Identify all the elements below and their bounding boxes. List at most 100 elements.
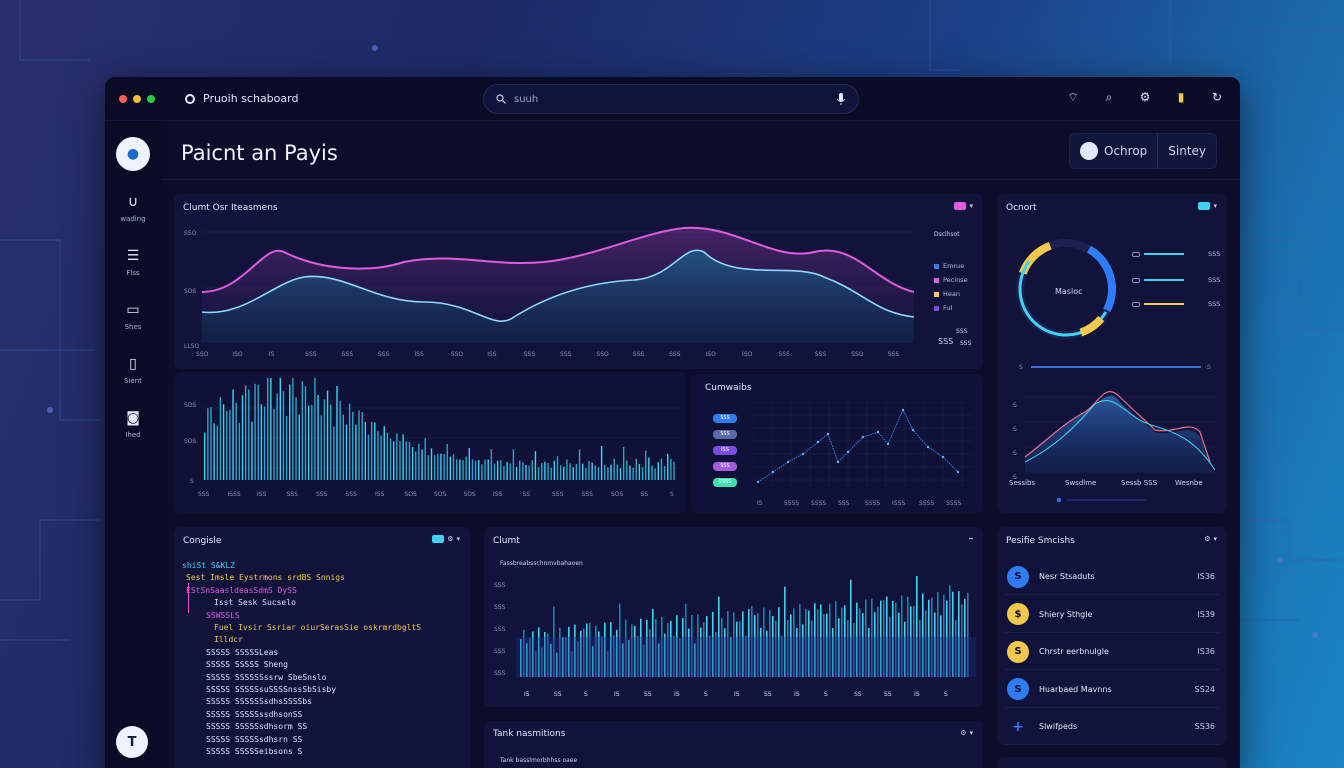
bar <box>232 389 234 480</box>
legend-label: Emrue <box>943 262 965 270</box>
search-icon <box>496 94 506 104</box>
bar <box>244 385 247 480</box>
bar <box>273 408 275 480</box>
console-line: Sest Imsle Eystrmons srdBS Snnigs <box>186 573 345 583</box>
sidebar-item-files[interactable]: ☰ Flss <box>105 249 161 277</box>
app-title: Pruoih schaboard <box>185 92 298 105</box>
user-avatar[interactable]: ● <box>116 137 150 171</box>
sidebar-item-wading[interactable]: ∪ wading <box>105 195 161 223</box>
bar <box>610 622 612 677</box>
bar <box>910 606 912 677</box>
user-avatar-bottom[interactable]: T <box>116 726 148 758</box>
bar <box>222 404 225 480</box>
y-tick: SSS <box>494 582 506 589</box>
bar <box>500 460 502 480</box>
panel-controls[interactable]: ⚙ ▾ <box>960 729 973 737</box>
bar <box>380 435 382 480</box>
x-tick: IS <box>268 351 275 358</box>
y-tick: S <box>1013 474 1017 481</box>
x-tick: SSSS <box>946 500 962 507</box>
bar <box>433 455 436 480</box>
scroll-indicator[interactable] <box>1067 499 1147 501</box>
bar <box>952 591 954 677</box>
bar <box>907 596 909 677</box>
settings-icon[interactable]: ⚙ <box>1139 90 1151 104</box>
x-tick: SS <box>554 691 562 698</box>
pager-dot[interactable] <box>1057 498 1061 502</box>
notification-icon[interactable]: ▮ <box>1177 90 1185 104</box>
signal-icon[interactable]: ⌔ <box>1067 90 1079 104</box>
bar <box>402 434 404 480</box>
bar <box>613 635 615 677</box>
bar <box>928 599 930 677</box>
tag-pill[interactable]: SSS <box>713 414 737 423</box>
panel-controls[interactable]: ⚙ ▾ <box>432 535 460 543</box>
x-tick: S <box>584 691 588 698</box>
search-input[interactable] <box>514 93 828 105</box>
panel-controls[interactable]: ╍ <box>969 535 973 543</box>
bar <box>399 441 401 480</box>
bar <box>805 608 807 677</box>
bar <box>895 602 897 677</box>
status-row[interactable]: $ Shiery Sthgle IS39 <box>1005 597 1219 633</box>
panel-controls[interactable]: ▾ <box>954 202 973 210</box>
y-tick: SOS <box>184 438 197 445</box>
tag-pill[interactable]: SSS <box>713 430 737 439</box>
sidebar: ● ∪ wading ☰ Flss ▭ Shes ▯ Sient ◙ Ihed T <box>105 121 161 768</box>
search-icon[interactable]: ⌕ <box>1105 90 1113 104</box>
bar <box>547 633 549 677</box>
console-line: SSSSS SSSSSSssrw SbeSnslo <box>206 672 327 682</box>
microphone-icon[interactable] <box>836 92 846 106</box>
refresh-icon[interactable]: ↻ <box>1211 90 1223 104</box>
sidebar-item-ihed[interactable]: ◙ Ihed <box>105 411 161 439</box>
bar <box>238 422 241 480</box>
bar <box>490 449 493 480</box>
chevron-down-icon: ▾ <box>969 729 973 737</box>
status-row[interactable]: S Huarbaed Mavnns SS24 <box>1005 672 1219 708</box>
status-row[interactable]: + Slwifpeds SS36 <box>1005 709 1219 745</box>
bar <box>377 431 379 480</box>
bar <box>703 622 705 677</box>
x-tick: ISS <box>257 491 267 498</box>
scatter-point <box>771 470 775 474</box>
bar <box>781 635 783 677</box>
tag-pill[interactable]: SSSS <box>713 478 737 487</box>
bar <box>355 424 357 480</box>
ochrop-button[interactable]: Ochrop <box>1070 133 1157 169</box>
bar <box>449 456 452 480</box>
sintey-button[interactable]: Sintey <box>1157 133 1216 169</box>
status-row[interactable]: S Nesr Stsaduts IS36 <box>1005 559 1219 595</box>
sidebar-item-shares[interactable]: ▭ Shes <box>105 303 161 331</box>
bar <box>437 453 439 480</box>
bar <box>556 652 558 677</box>
tag-pill[interactable]: ISS <box>713 446 737 455</box>
bar <box>664 633 666 677</box>
panel-controls[interactable]: ▾ <box>1198 202 1217 210</box>
x-tick: ISO <box>232 351 243 358</box>
panel-controls[interactable]: ⚙ ▾ <box>1204 535 1217 543</box>
bar <box>553 606 555 677</box>
status-panel: Pesifie Smcishs ⚙ ▾ S Nesr Stsaduts IS36 $ Sh… <box>997 527 1227 745</box>
bar <box>568 626 570 677</box>
minimize-window-button[interactable] <box>133 94 141 103</box>
sidebar-item-sient[interactable]: ▯ Sient <box>105 357 161 385</box>
bar <box>601 636 603 677</box>
x-tick: SS <box>522 491 531 498</box>
bar <box>940 615 942 677</box>
bar <box>607 651 609 677</box>
extra-panel <box>997 757 1227 768</box>
status-row[interactable]: S Chrstr eerbnulgle IS36 <box>1005 634 1219 670</box>
bar <box>481 464 483 480</box>
bar <box>638 464 641 480</box>
console-line: SSSSS SSSSS Sheng <box>206 660 288 670</box>
bar <box>367 434 370 480</box>
bar <box>267 378 269 480</box>
x-tick: SOS <box>434 491 447 498</box>
close-window-button[interactable] <box>119 94 127 103</box>
maximize-window-button[interactable] <box>147 94 155 103</box>
x-tick: ISS <box>487 351 497 358</box>
mini-area-chart <box>1025 391 1215 473</box>
tag-pill[interactable]: SSS <box>713 462 737 471</box>
bar <box>610 464 612 480</box>
bar <box>835 601 837 677</box>
